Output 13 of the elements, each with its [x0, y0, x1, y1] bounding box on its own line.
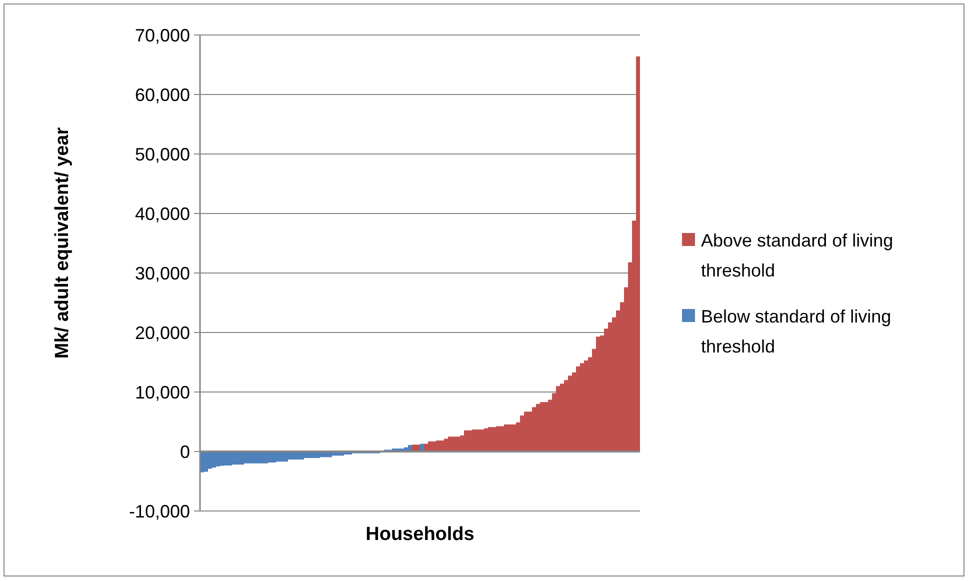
y-tick-label: 50,000	[134, 144, 190, 164]
y-axis-title: Mk/ adult equivalent/ year	[52, 126, 73, 359]
y-tick-label: 20,000	[134, 322, 190, 343]
y-tick-label: 70,000	[134, 25, 190, 46]
y-tick-label: 10,000	[134, 382, 190, 402]
y-tick-label: 0	[180, 442, 190, 462]
x-axis-title: Households	[366, 524, 474, 545]
y-tick-label: 40,000	[134, 204, 190, 224]
y-tick-label: -10,000	[128, 501, 190, 522]
legend-label: Above standard of living threshold	[701, 230, 894, 280]
y-tick-label: 60,000	[134, 84, 190, 105]
legend-label: Below standard of living threshold	[701, 306, 892, 356]
y-tick-label: 30,000	[134, 263, 190, 284]
